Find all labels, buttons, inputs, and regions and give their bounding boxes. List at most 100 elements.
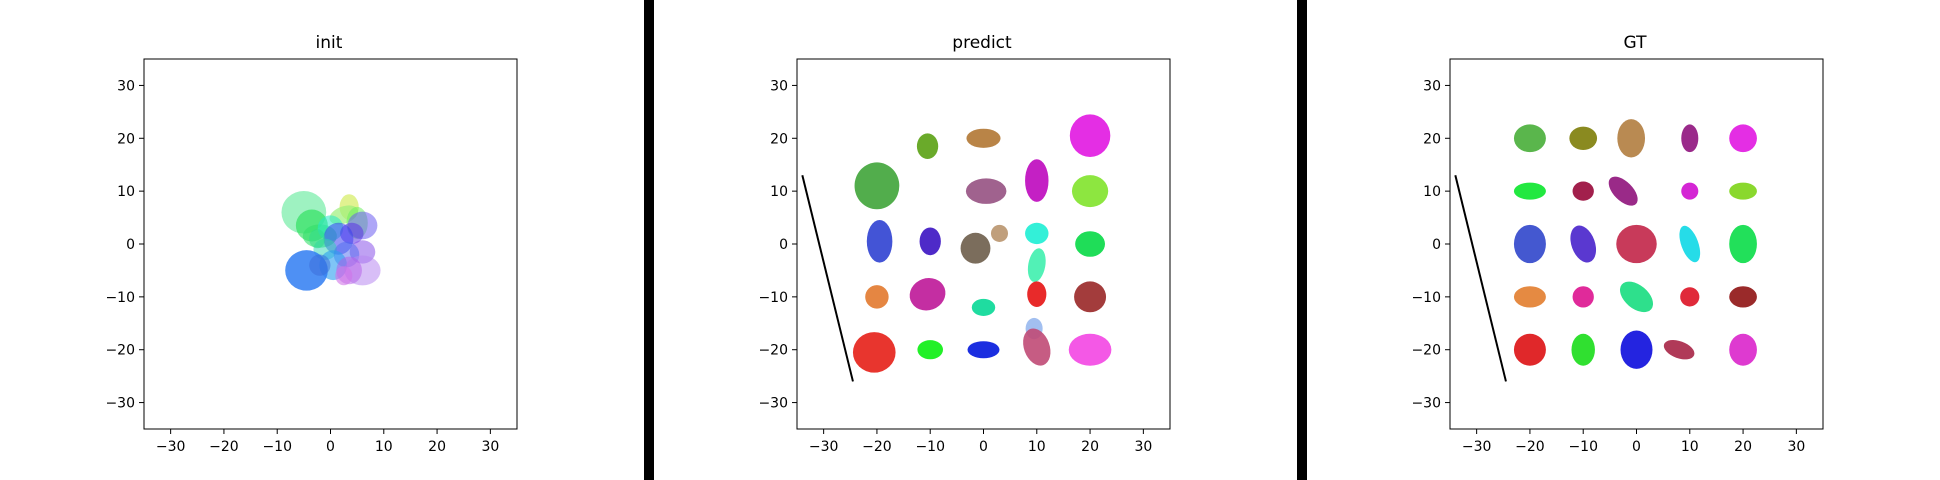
ellipse-mark bbox=[917, 340, 944, 360]
y-tick-label: −20 bbox=[105, 343, 135, 359]
ellipse-mark bbox=[1513, 182, 1546, 200]
x-tick-label: 20 bbox=[1734, 439, 1752, 455]
ellipse-mark bbox=[1513, 286, 1546, 308]
x-tick-label: 20 bbox=[1081, 439, 1099, 455]
y-tick-label: −10 bbox=[758, 290, 788, 306]
ellipse-mark bbox=[1729, 224, 1757, 264]
ellipse-mark bbox=[967, 341, 1000, 359]
ellipse-mark bbox=[1569, 126, 1598, 151]
ellipse-mark bbox=[1025, 159, 1049, 202]
ellipse-mark bbox=[1068, 333, 1112, 366]
y-tick-label: 20 bbox=[1423, 131, 1441, 147]
x-tick-label: 30 bbox=[1787, 439, 1805, 455]
x-tick-label: −10 bbox=[915, 439, 945, 455]
plot-area bbox=[796, 58, 1171, 430]
x-tick-label: −10 bbox=[1568, 439, 1598, 455]
y-tick-label: −10 bbox=[105, 290, 135, 306]
ellipse-mark bbox=[1027, 281, 1047, 308]
marks bbox=[281, 190, 381, 291]
ellipse-mark bbox=[1074, 281, 1107, 313]
ellipse-mark bbox=[865, 285, 889, 309]
boundary-line bbox=[1454, 175, 1507, 382]
ellipse-mark bbox=[1027, 248, 1046, 283]
axes-frame bbox=[1449, 58, 1824, 430]
axes-frame bbox=[796, 58, 1171, 430]
plot-area bbox=[143, 58, 518, 430]
ellipse-mark bbox=[1663, 340, 1695, 360]
plot-area bbox=[1449, 58, 1824, 430]
ellipse-mark bbox=[1572, 286, 1594, 308]
ellipse-mark bbox=[1025, 222, 1049, 245]
panel-divider-right bbox=[1297, 0, 1307, 480]
ellipse-mark bbox=[854, 162, 900, 210]
ellipse-mark bbox=[965, 178, 1007, 204]
ellipse-mark bbox=[1608, 176, 1638, 206]
marks bbox=[1454, 119, 1757, 382]
x-tick-label: 0 bbox=[979, 439, 988, 455]
y-tick-label: −20 bbox=[1411, 343, 1441, 359]
ellipse-mark bbox=[1572, 181, 1594, 201]
panel-title: init bbox=[316, 33, 343, 53]
y-tick-label: 0 bbox=[1432, 237, 1441, 253]
x-tick-label: −30 bbox=[1462, 439, 1492, 455]
y-tick-label: −10 bbox=[1411, 290, 1441, 306]
ellipse-mark bbox=[916, 133, 939, 160]
ellipse-mark bbox=[919, 227, 941, 256]
x-tick-label: 10 bbox=[1681, 439, 1699, 455]
y-tick-label: −30 bbox=[1411, 396, 1441, 412]
x-tick-label: 0 bbox=[326, 439, 335, 455]
panel-gt: GT −30 −20 −10 0 10 20 30 −30 −20 −10 0 10 20 30 bbox=[1411, 33, 1824, 455]
panel-title: predict bbox=[952, 33, 1012, 53]
x-tick-label: 0 bbox=[1632, 439, 1641, 455]
x-tick-label: −20 bbox=[1515, 439, 1545, 455]
x-tick-label: −10 bbox=[262, 439, 292, 455]
x-tick-label: 30 bbox=[481, 439, 499, 455]
ellipse-mark bbox=[1071, 175, 1109, 208]
ellipse-mark bbox=[866, 220, 893, 263]
ellipse-mark bbox=[1620, 330, 1653, 369]
panel-title: GT bbox=[1624, 33, 1648, 53]
ellipse-mark bbox=[1069, 114, 1111, 157]
ellipse-mark bbox=[1681, 182, 1699, 200]
x-tick-label: −30 bbox=[156, 439, 186, 455]
ellipse-mark bbox=[966, 128, 1001, 148]
x-tick-label: 30 bbox=[1134, 439, 1152, 455]
y-tick-label: 20 bbox=[117, 131, 135, 147]
y-tick-label: −20 bbox=[758, 343, 788, 359]
ellipse-mark bbox=[852, 332, 896, 373]
ellipse-mark bbox=[1513, 333, 1546, 366]
panel-divider-left bbox=[644, 0, 654, 480]
x-tick-label: −20 bbox=[862, 439, 892, 455]
ellipse-mark bbox=[1729, 124, 1757, 153]
ellipse-mark bbox=[990, 224, 1009, 242]
y-tick-label: 30 bbox=[117, 78, 135, 94]
ellipse-mark bbox=[1679, 225, 1701, 263]
ellipse-mark bbox=[1571, 333, 1595, 366]
ellipse-mark bbox=[1729, 286, 1757, 308]
y-tick-label: 30 bbox=[770, 78, 788, 94]
ellipse-mark bbox=[1570, 225, 1597, 263]
ellipse-mark bbox=[1513, 224, 1546, 264]
y-tick-label: 20 bbox=[770, 131, 788, 147]
ellipse-mark bbox=[1619, 281, 1654, 313]
ellipse-mark bbox=[1681, 124, 1699, 153]
ellipse-mark bbox=[1513, 124, 1546, 153]
y-tick-label: 0 bbox=[126, 237, 135, 253]
ellipse-mark bbox=[1729, 182, 1757, 200]
ellipse-mark bbox=[1075, 231, 1105, 257]
x-tick-label: −20 bbox=[209, 439, 239, 455]
ellipse-mark bbox=[1680, 287, 1700, 307]
y-tick-label: 10 bbox=[770, 184, 788, 200]
x-tick-label: −30 bbox=[809, 439, 839, 455]
panel-predict: predict −30 −20 −10 0 10 20 30 −30 −20 −10 0 10 20 30 bbox=[758, 33, 1171, 455]
tick-labels: −30 −20 −10 0 10 20 30 −30 −20 −10 0 10 20 30 bbox=[758, 78, 1152, 455]
tick-labels: −30 −20 −10 0 10 20 30 −30 −20 −10 0 10 20 30 bbox=[1411, 78, 1805, 455]
x-tick-label: 20 bbox=[428, 439, 446, 455]
ellipse-mark bbox=[1616, 224, 1657, 264]
ellipse-mark bbox=[309, 229, 326, 249]
y-tick-label: 0 bbox=[779, 237, 788, 253]
ellipse-mark bbox=[971, 298, 996, 316]
y-tick-label: −30 bbox=[758, 396, 788, 412]
ellipse-mark bbox=[1617, 119, 1646, 158]
